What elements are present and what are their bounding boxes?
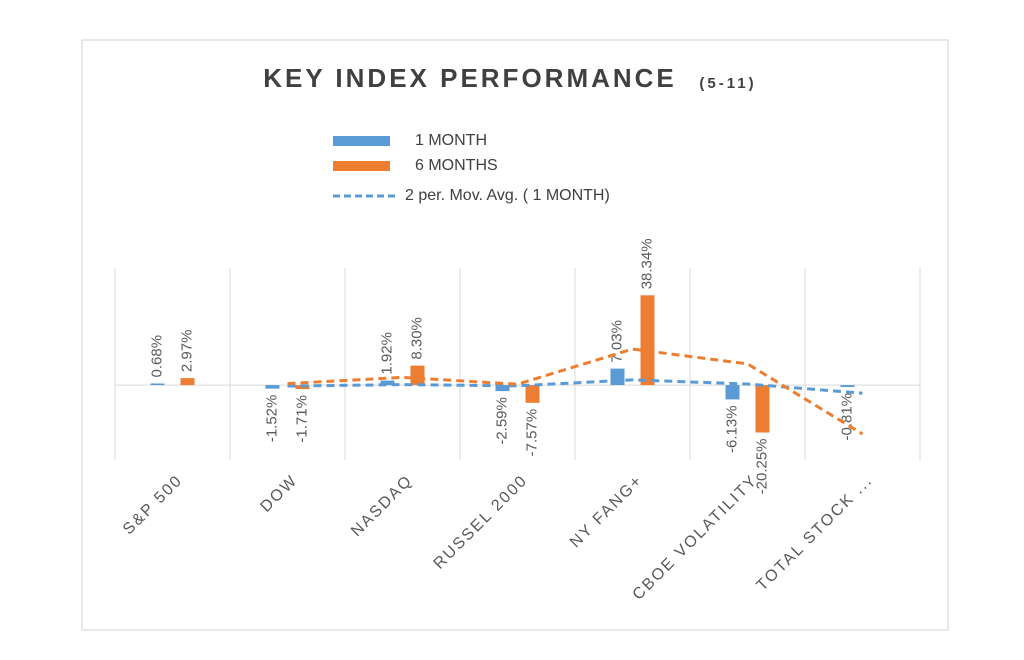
bar: [495, 385, 510, 392]
chart-subtitle: (5-11): [699, 75, 756, 92]
chart-title: KEY INDEX PERFORMANCE: [263, 63, 677, 93]
bar: [265, 385, 280, 389]
trendline: [287, 378, 863, 395]
bar: [410, 365, 425, 386]
data-label: -0.81%: [838, 393, 855, 441]
data-label: -20.25%: [753, 438, 770, 494]
legend-swatch: [333, 136, 390, 146]
trendline: [287, 347, 864, 436]
data-label: 8.30%: [408, 317, 425, 360]
chart-border: [81, 39, 949, 631]
data-label: 2.97%: [178, 330, 195, 373]
legend-label: 1 MONTH: [415, 132, 487, 149]
legend-swatch: [333, 161, 390, 171]
legend-label: 6 MONTHS: [415, 157, 498, 174]
legend-label: 2 per. Mov. Avg. ( 1 MONTH): [405, 187, 610, 204]
data-label: 38.34%: [638, 238, 655, 289]
data-label: 1.92%: [378, 332, 395, 375]
bar: [610, 368, 625, 386]
bar: [755, 385, 770, 433]
bar: [725, 385, 740, 400]
bar: [840, 385, 855, 387]
data-label: 0.68%: [148, 335, 165, 378]
data-label: -1.52%: [263, 395, 280, 443]
bar: [150, 383, 165, 386]
data-label: -2.59%: [493, 397, 510, 445]
bar: [380, 380, 395, 386]
data-label: -1.71%: [293, 395, 310, 443]
bar: [525, 385, 540, 403]
bar: [180, 378, 195, 386]
bar: [640, 295, 655, 386]
data-label: -7.57%: [523, 409, 540, 457]
data-label: -6.13%: [723, 405, 740, 453]
